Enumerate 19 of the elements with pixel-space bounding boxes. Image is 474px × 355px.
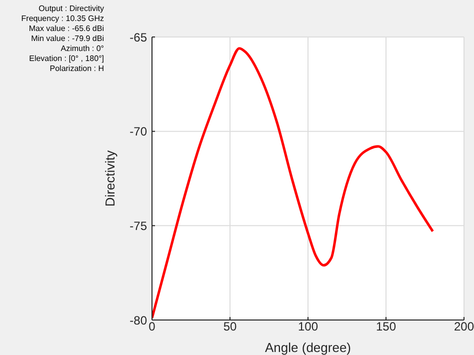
text: Elevation : [0° , 180°]: [28, 54, 104, 64]
x-tick-label: 0: [148, 320, 156, 334]
y-tick-label: -65: [130, 30, 148, 44]
text: Max value : -65.6 dBi: [28, 24, 104, 34]
text: Output : Directivity: [38, 4, 104, 14]
y-tick-label: -75: [130, 218, 148, 233]
y-tick-label: -80: [130, 313, 148, 328]
x-tick-label: 200: [454, 320, 474, 334]
text: Polarization : H: [48, 64, 104, 74]
text: Frequency : 10.35 GHz: [20, 14, 104, 24]
y-axis-title: Directivity: [102, 150, 118, 207]
x-tick-label: 150: [376, 320, 396, 334]
x-axis-title: Angle (degree): [265, 340, 351, 355]
text: Min value : -79.9 dBi: [30, 34, 104, 44]
x-tick-label: 50: [223, 320, 237, 334]
y-tick-label: -70: [130, 124, 148, 139]
line-series: [152, 47, 434, 320]
x-tick-label: 100: [298, 320, 318, 334]
text: Azimuth : 0°: [60, 44, 104, 54]
